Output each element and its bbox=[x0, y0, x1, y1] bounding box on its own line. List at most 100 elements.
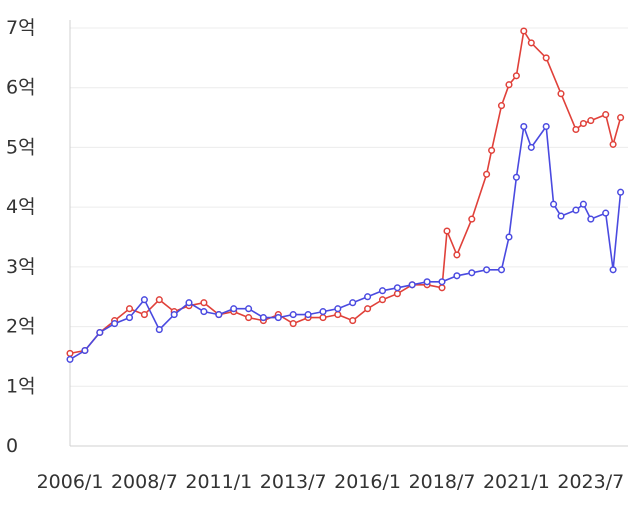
data-point bbox=[200, 299, 208, 307]
data-point bbox=[497, 266, 506, 274]
data-point bbox=[542, 122, 550, 131]
data-point bbox=[557, 212, 565, 220]
series-2 bbox=[66, 122, 625, 363]
data-point bbox=[602, 111, 610, 119]
data-point bbox=[378, 287, 387, 295]
data-point bbox=[200, 308, 208, 316]
x-tick-label: 2018/7 bbox=[409, 471, 476, 493]
data-point bbox=[349, 299, 357, 307]
data-point bbox=[587, 215, 595, 223]
x-tick-label: 2013/7 bbox=[260, 471, 327, 493]
data-point bbox=[319, 314, 327, 322]
data-point bbox=[468, 269, 476, 277]
data-point bbox=[125, 305, 134, 313]
data-point bbox=[483, 266, 491, 274]
data-point bbox=[488, 146, 496, 154]
data-point bbox=[259, 314, 267, 322]
y-tick-label: 7억 bbox=[6, 17, 36, 39]
x-tick-labels: 2006/1 2008/7 2011/1 2013/7 2016/1 2018/7 2021… bbox=[37, 471, 625, 493]
data-point bbox=[453, 272, 461, 280]
series-2-line bbox=[69, 124, 622, 361]
data-point bbox=[579, 119, 587, 128]
data-point bbox=[378, 296, 387, 304]
data-point bbox=[587, 117, 595, 125]
data-point bbox=[512, 72, 520, 80]
series bbox=[66, 27, 625, 363]
data-point bbox=[602, 209, 610, 217]
data-point bbox=[527, 39, 535, 47]
data-point bbox=[349, 317, 357, 325]
data-point bbox=[289, 320, 297, 328]
y-tick-labels: 0 1억 2억 3억 4억 5억 6억 7억 bbox=[6, 17, 36, 457]
data-point bbox=[393, 284, 401, 292]
data-point bbox=[617, 188, 625, 196]
x-tick-label: 2023/7 bbox=[557, 471, 624, 493]
data-point bbox=[66, 355, 74, 363]
data-point bbox=[304, 311, 312, 319]
y-tick-label: 4억 bbox=[6, 196, 36, 218]
data-point bbox=[185, 299, 193, 307]
data-point bbox=[245, 314, 253, 322]
y-tick-label: 2억 bbox=[6, 316, 36, 338]
data-point bbox=[393, 290, 401, 298]
data-point bbox=[505, 81, 513, 89]
data-point bbox=[66, 349, 74, 357]
data-point bbox=[96, 328, 104, 337]
data-point bbox=[520, 27, 528, 35]
data-point bbox=[364, 305, 372, 313]
data-point bbox=[155, 326, 163, 334]
grid-lines bbox=[70, 27, 628, 387]
data-point bbox=[453, 251, 461, 259]
data-point bbox=[579, 200, 587, 208]
data-point bbox=[334, 305, 342, 313]
data-point bbox=[245, 305, 253, 313]
data-point bbox=[230, 305, 238, 313]
y-tick-label: 6억 bbox=[6, 77, 36, 99]
data-point bbox=[81, 346, 89, 355]
data-point bbox=[468, 215, 476, 223]
data-point bbox=[140, 311, 148, 319]
data-point bbox=[111, 320, 119, 328]
y-tick-label: 3억 bbox=[6, 256, 36, 278]
data-point bbox=[512, 173, 520, 181]
data-point bbox=[215, 311, 223, 319]
data-point bbox=[438, 278, 446, 286]
y-tick-label: 5억 bbox=[6, 136, 36, 158]
data-point bbox=[364, 293, 372, 301]
data-point bbox=[155, 296, 163, 304]
data-point bbox=[572, 125, 580, 134]
data-point bbox=[319, 308, 327, 316]
x-tick-label: 2006/1 bbox=[37, 471, 104, 493]
data-point bbox=[542, 54, 550, 62]
axes bbox=[69, 20, 628, 447]
y-tick-label: 1억 bbox=[6, 375, 36, 397]
data-point bbox=[557, 90, 565, 98]
data-point bbox=[497, 102, 506, 110]
x-tick-label: 2011/1 bbox=[185, 471, 252, 493]
data-point bbox=[289, 311, 297, 319]
data-point bbox=[550, 200, 558, 208]
data-point bbox=[140, 296, 148, 304]
y-tick-label: 0 bbox=[6, 435, 18, 457]
data-point bbox=[483, 170, 491, 178]
x-tick-label: 2016/1 bbox=[334, 471, 401, 493]
data-point bbox=[438, 284, 446, 292]
data-point bbox=[520, 122, 528, 131]
data-point bbox=[125, 314, 134, 322]
data-point bbox=[609, 140, 617, 148]
data-point bbox=[408, 281, 416, 289]
data-point bbox=[527, 143, 535, 151]
data-point bbox=[170, 311, 178, 319]
data-point bbox=[443, 227, 451, 235]
data-point bbox=[334, 311, 342, 319]
x-tick-label: 2021/1 bbox=[483, 471, 550, 493]
x-tick-label: 2008/7 bbox=[111, 471, 178, 493]
data-point bbox=[617, 114, 625, 122]
series-1 bbox=[66, 27, 625, 357]
data-point bbox=[572, 206, 580, 214]
data-point bbox=[505, 233, 513, 241]
data-point bbox=[274, 314, 282, 322]
data-point bbox=[423, 278, 431, 286]
data-point bbox=[609, 266, 617, 274]
